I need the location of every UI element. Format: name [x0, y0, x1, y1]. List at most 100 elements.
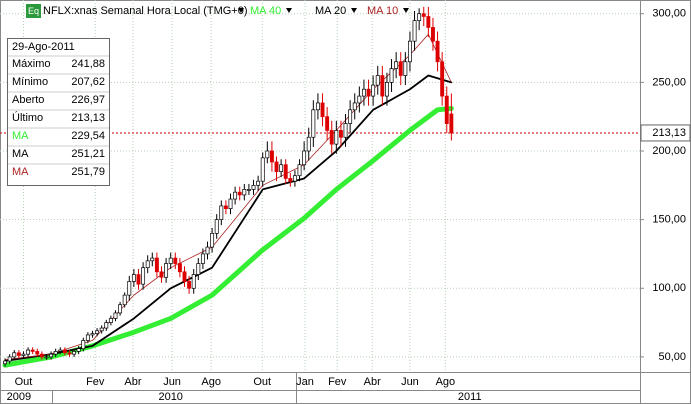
- info-label: MA: [12, 130, 29, 142]
- candle-body: [366, 88, 371, 97]
- candle-body: [67, 352, 72, 355]
- last-price-label: 213,13: [652, 127, 686, 139]
- candle-body: [311, 109, 316, 138]
- candle-body: [76, 348, 81, 352]
- info-value: 229,54: [71, 130, 105, 142]
- info-label: Mínimo: [12, 76, 48, 88]
- candle-body: [389, 68, 394, 83]
- year-label: 2010: [158, 391, 182, 403]
- legend-arrow: [403, 8, 409, 13]
- x-tick-label: Jun: [401, 376, 419, 388]
- candle-body: [283, 164, 288, 179]
- candle-body: [431, 27, 435, 42]
- candle-body: [380, 75, 385, 97]
- candle-body: [246, 189, 251, 191]
- candle-body: [182, 271, 187, 282]
- candle-body: [444, 95, 449, 124]
- candle-body: [233, 191, 238, 200]
- info-box: 29-Ago-2011 Máximo 241,88 Mínimo 207,62 Aber…: [7, 38, 110, 186]
- candle-body: [113, 312, 118, 319]
- chart-title: NFLX:xnas Semanal Hora Local (TMG+0): [43, 5, 248, 17]
- ma-line: [4, 74, 453, 362]
- candle-body: [371, 84, 376, 97]
- candle-body: [127, 281, 132, 296]
- candle-body: [348, 109, 353, 124]
- candle-body: [72, 351, 77, 355]
- eq-icon: [26, 4, 41, 18]
- x-tick-label: Abr: [364, 376, 381, 388]
- candle-body: [21, 353, 26, 356]
- y-tick-label: 150,00: [652, 214, 686, 226]
- candle-body: [141, 267, 146, 285]
- candle-body: [357, 95, 362, 104]
- candle-body: [302, 150, 307, 166]
- candle-body: [53, 351, 58, 355]
- candle-body: [85, 334, 90, 341]
- candle-body: [417, 13, 422, 21]
- y-tick-label: 200,00: [652, 145, 686, 157]
- candle-body: [237, 191, 242, 196]
- last-price-box: [640, 124, 691, 142]
- title-arrow: [238, 8, 244, 13]
- candle-body: [205, 246, 210, 255]
- info-label: Máximo: [12, 58, 51, 70]
- candle-body: [315, 102, 320, 111]
- candle-body: [279, 164, 284, 172]
- candle-body: [95, 330, 100, 334]
- candle-body: [154, 257, 159, 273]
- candle-body: [274, 161, 279, 172]
- info-value: 241,88: [71, 58, 105, 70]
- x-tick-label: Fev: [328, 376, 347, 388]
- y-tick-label: 300,00: [652, 8, 686, 20]
- eq-icon-text: Eq: [28, 6, 39, 16]
- candle-body: [223, 205, 228, 209]
- candle-body: [256, 180, 261, 186]
- candle-body: [26, 349, 31, 355]
- candle-body: [219, 205, 224, 220]
- candle-body: [200, 253, 205, 264]
- candle-body: [361, 88, 366, 97]
- candle-body: [394, 61, 399, 69]
- candle-body: [173, 257, 178, 264]
- x-tick-label: Jun: [163, 376, 181, 388]
- candle-body: [12, 352, 17, 358]
- info-date: 29-Ago-2011: [12, 41, 75, 53]
- candle-body: [44, 356, 49, 359]
- y-tick-label: 250,00: [652, 76, 686, 88]
- x-tick-label: Ago: [436, 376, 456, 388]
- candle-body: [150, 257, 155, 262]
- candle-body: [375, 75, 380, 86]
- candle-body: [16, 352, 21, 356]
- info-label: Aberto: [12, 94, 44, 106]
- candle-body: [191, 274, 196, 289]
- candle-body: [334, 130, 339, 145]
- y-tick-label: 50,00: [658, 351, 686, 363]
- candle-body: [136, 274, 141, 285]
- legend-arrow: [351, 8, 357, 13]
- legend-label: MA 10: [367, 5, 398, 17]
- candle-body: [228, 198, 233, 209]
- candle-body: [338, 130, 343, 138]
- x-tick-label: Abr: [124, 376, 141, 388]
- year-label: 2011: [458, 391, 482, 403]
- plot: [0, 0, 640, 372]
- x-tick-label: Out: [15, 376, 33, 388]
- candle-body: [251, 184, 256, 190]
- candle-body: [3, 360, 8, 365]
- candle-body: [30, 349, 35, 352]
- info-label: MA: [12, 166, 29, 178]
- candle-body: [403, 61, 408, 76]
- x-tick-label: Out: [253, 376, 271, 388]
- info-label: Último: [12, 111, 43, 124]
- candle-body: [99, 327, 104, 332]
- candle-body: [104, 322, 109, 329]
- candle-body: [297, 164, 302, 177]
- candle-body: [421, 13, 426, 17]
- candle-body: [306, 136, 311, 152]
- header: Eq NFLX:xnas Semanal Hora Local (TMG+0): [26, 4, 248, 18]
- candle-body: [210, 233, 215, 248]
- candle-body: [164, 263, 169, 278]
- candle-body: [159, 271, 164, 278]
- year-label: 2009: [7, 391, 31, 403]
